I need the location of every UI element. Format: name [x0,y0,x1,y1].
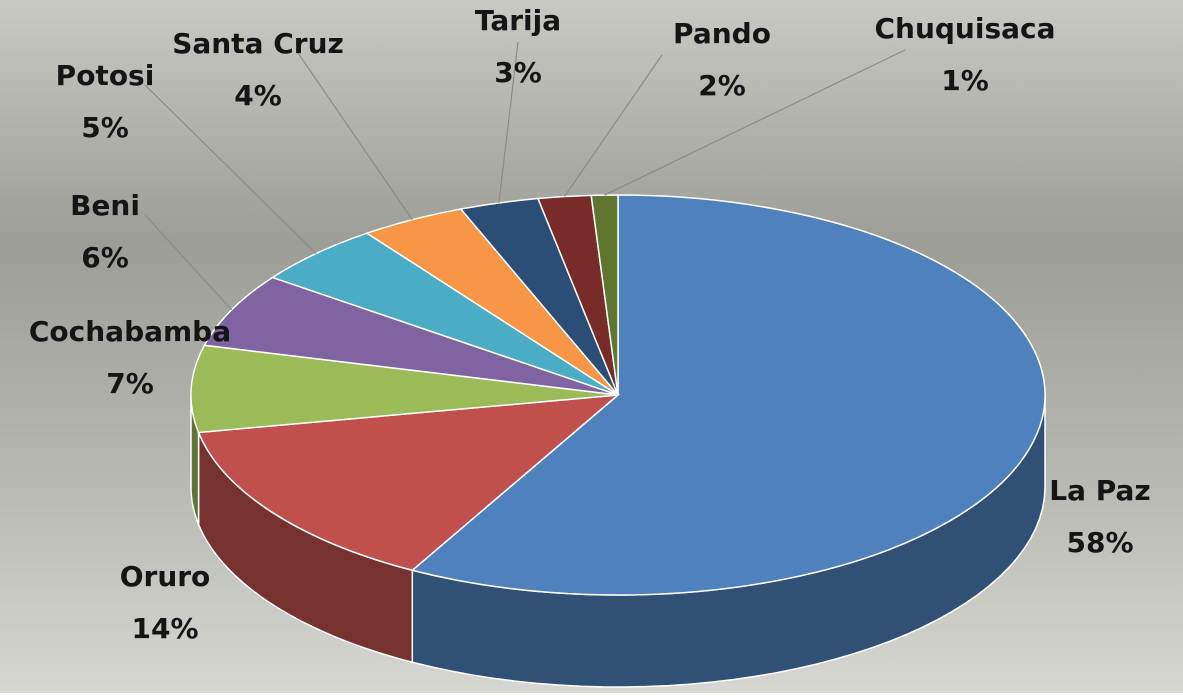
value-label: 6% [81,241,129,274]
category-label: La Paz [1049,474,1150,507]
value-label: 5% [81,111,129,144]
chart: La Paz 58% Oruro 14% Cochabamba 7% Beni 6% Potos… [0,0,1183,693]
category-label: Chuquisaca [874,12,1055,45]
value-label: 4% [234,79,282,112]
category-label: Beni [70,189,140,222]
value-label: 14% [131,612,198,645]
value-label: 7% [106,367,154,400]
value-label: 58% [1066,526,1133,559]
category-label: Oruro [120,560,211,593]
category-label: Santa Cruz [172,27,344,60]
category-label: Cochabamba [29,315,231,348]
value-label: 3% [494,56,542,89]
value-label: 2% [698,69,746,102]
category-label: Tarija [475,4,561,37]
category-label: Pando [673,17,771,50]
value-label: 1% [941,64,989,97]
category-label: Potosi [56,59,155,92]
